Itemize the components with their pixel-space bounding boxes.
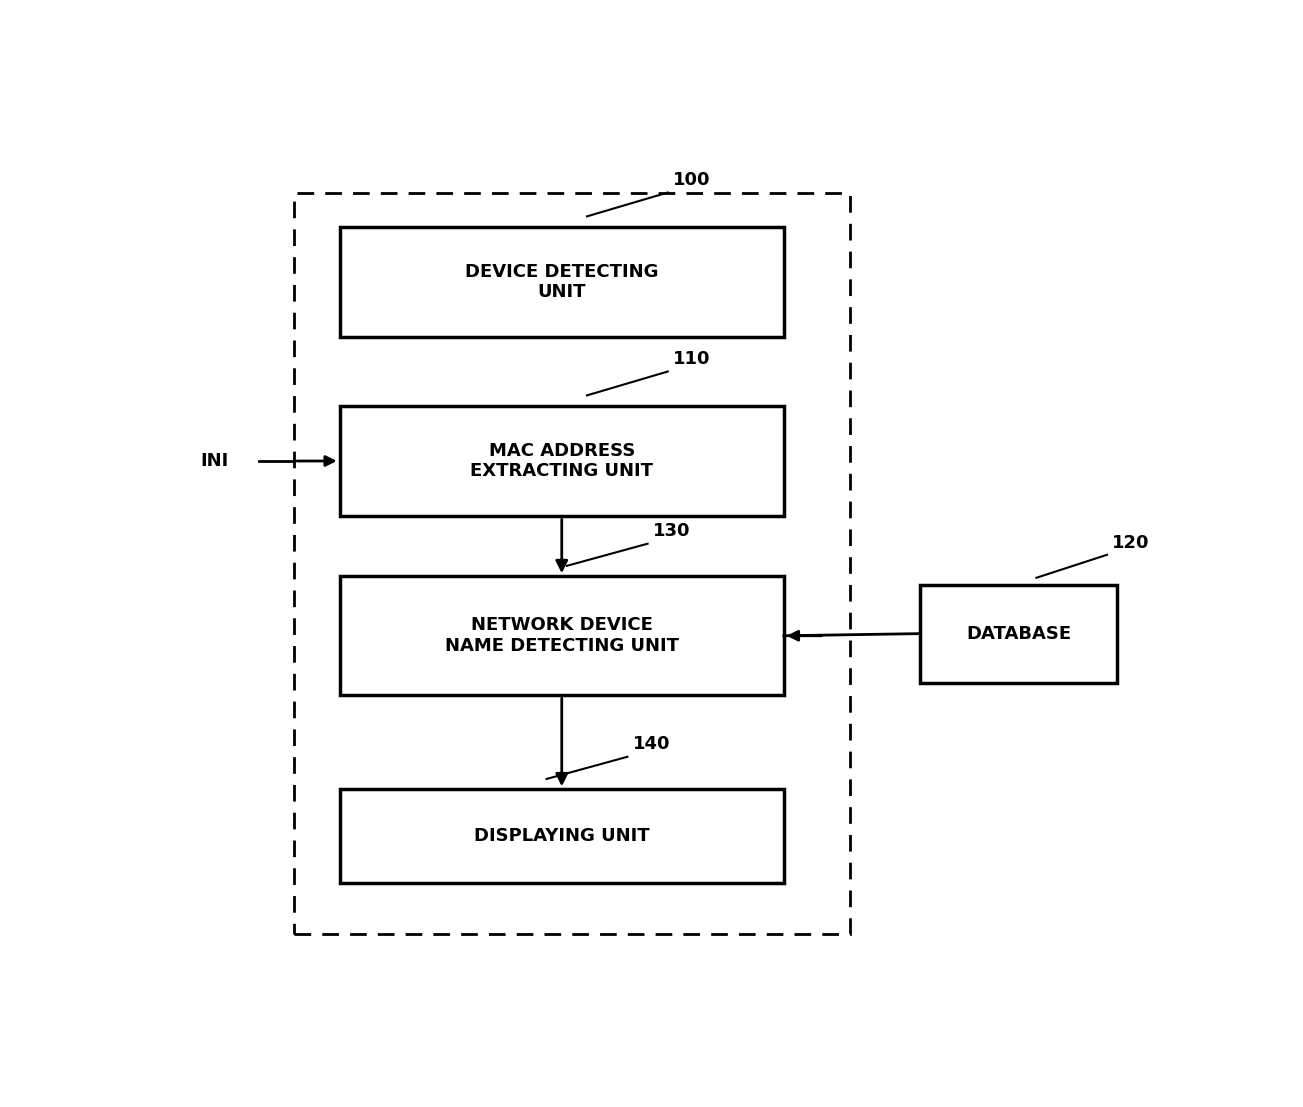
Bar bbox=[920, 584, 1117, 683]
Text: DISPLAYING UNIT: DISPLAYING UNIT bbox=[474, 827, 650, 845]
Bar bbox=[340, 227, 784, 338]
Bar bbox=[294, 193, 850, 934]
Text: 130: 130 bbox=[653, 523, 691, 540]
Text: 140: 140 bbox=[632, 735, 670, 754]
Text: DATABASE: DATABASE bbox=[966, 624, 1071, 643]
Text: 110: 110 bbox=[672, 350, 710, 369]
Bar bbox=[340, 789, 784, 883]
Text: 100: 100 bbox=[672, 172, 710, 189]
Text: 120: 120 bbox=[1113, 535, 1149, 552]
Text: DEVICE DETECTING
UNIT: DEVICE DETECTING UNIT bbox=[465, 262, 658, 301]
Text: INI: INI bbox=[201, 452, 228, 470]
Text: NETWORK DEVICE
NAME DETECTING UNIT: NETWORK DEVICE NAME DETECTING UNIT bbox=[444, 617, 679, 655]
Text: MAC ADDRESS
EXTRACTING UNIT: MAC ADDRESS EXTRACTING UNIT bbox=[470, 442, 653, 480]
Bar bbox=[340, 576, 784, 695]
Bar bbox=[340, 405, 784, 516]
